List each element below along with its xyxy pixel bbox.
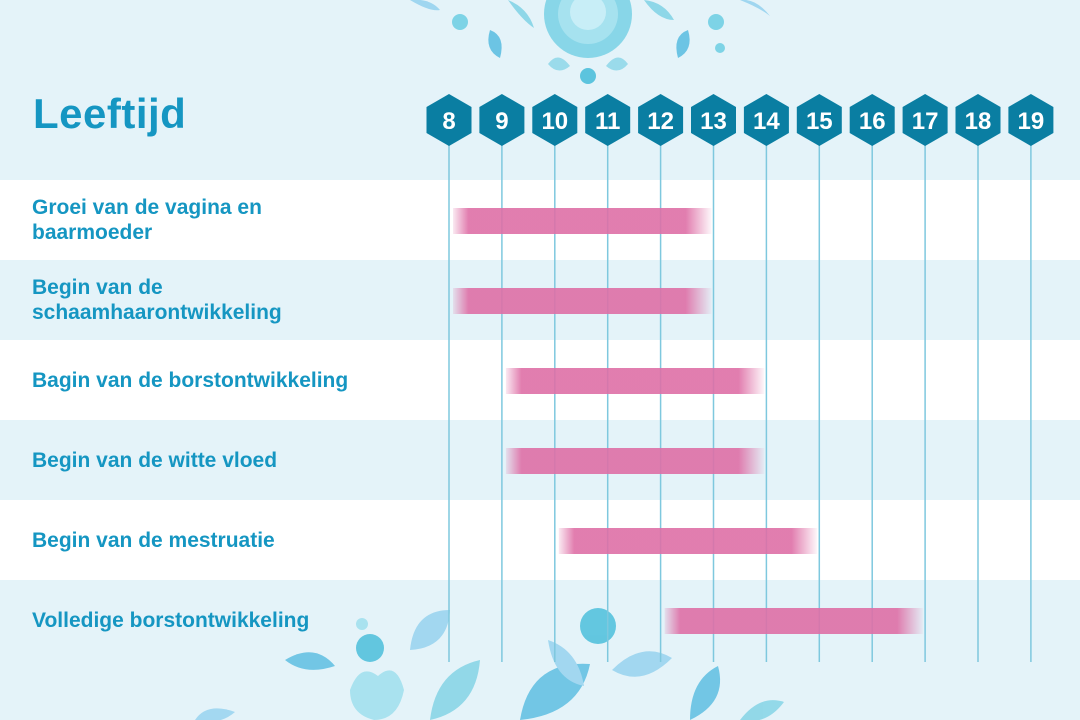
- age-tick-label-9: 9: [495, 108, 508, 135]
- age-tick-label-16: 16: [859, 108, 886, 135]
- row-label-4: Begin van de witte vloed: [32, 448, 278, 472]
- age-hexagon-11: [585, 94, 631, 146]
- range-bar-3: [505, 368, 765, 394]
- range-bar-5: [558, 528, 818, 554]
- age-tick-label-10: 10: [541, 108, 568, 135]
- age-hexagon-13: [691, 94, 736, 146]
- age-tick-label-19: 19: [1018, 108, 1045, 135]
- age-tick-label-17: 17: [912, 108, 939, 135]
- age-tick-label-14: 14: [753, 108, 780, 135]
- age-tick-label-11: 11: [595, 108, 620, 135]
- row-label-3: Bagin van de borstontwikkeling: [32, 368, 349, 392]
- row-label-6: Volledige borstontwikkeling: [32, 608, 310, 632]
- age-tick-label-15: 15: [806, 108, 833, 135]
- range-bar-1: [453, 208, 712, 234]
- range-bar-6: [664, 608, 924, 634]
- row-label-2: Begin van de schaamhaarontwikkeling: [32, 276, 282, 324]
- top-flower-icon: [410, 0, 770, 84]
- age-hexagon-12: [638, 94, 684, 146]
- age-hexagon-18: [955, 94, 1001, 146]
- age-hexagon-9: [479, 94, 525, 146]
- age-tick-label-13: 13: [700, 108, 727, 135]
- row-label-1: Groei van de vagina en baarmoeder: [32, 196, 262, 244]
- range-bar-2: [453, 288, 712, 314]
- age-tick-label-18: 18: [965, 108, 992, 135]
- row-label-5: Begin van de mestruatie: [32, 528, 275, 552]
- age-tick-label-8: 8: [442, 108, 455, 135]
- age-hexagon-16: [849, 94, 895, 146]
- age-hexagon-8: [426, 94, 472, 146]
- age-hexagon-14: [743, 94, 789, 146]
- age-hexagon-10: [532, 94, 578, 146]
- bottom-leaves-icon: [195, 608, 784, 720]
- age-tick-label-12: 12: [647, 108, 674, 135]
- age-hexagon-15: [796, 94, 842, 146]
- range-bar-4: [505, 448, 765, 474]
- age-hexagon-17: [902, 94, 948, 146]
- chart-title: Leeftijd: [33, 90, 187, 137]
- age-hexagon-19: [1008, 94, 1054, 146]
- row-band-5: [0, 500, 1080, 580]
